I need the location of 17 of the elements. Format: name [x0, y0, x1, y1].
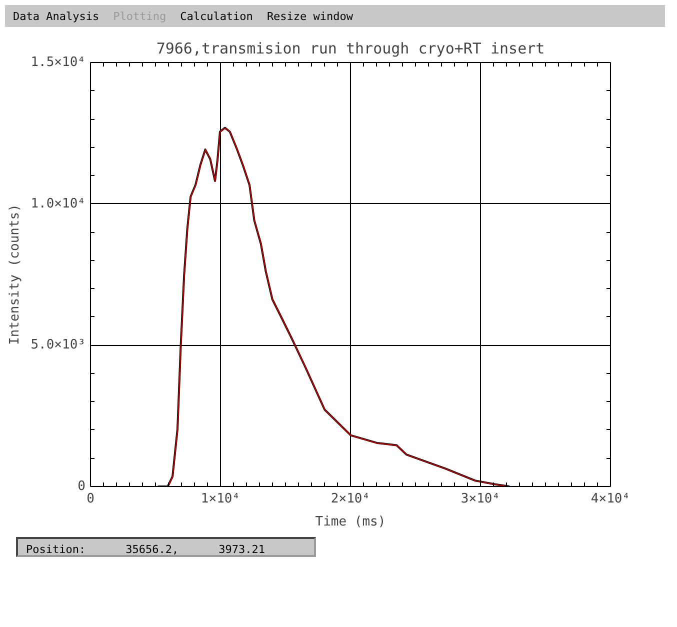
y-tick-label: 0 [78, 479, 86, 494]
text: Data Analysis [13, 10, 100, 23]
chart-title: 7966,transmision run through cryo+RT insert [156, 40, 545, 58]
text: Calculation [180, 10, 253, 23]
text: 35656.2, [126, 543, 179, 556]
y-tick-label: 1.5×10⁴ [30, 55, 86, 70]
x-tick-label: 2×10⁴ [330, 492, 370, 506]
text: Resize window [266, 10, 354, 23]
x-tick-label: 4×10⁴ [590, 492, 630, 506]
x-axis-title: Time (ms) [315, 514, 386, 530]
text: 3973.21 [218, 543, 265, 556]
x-tick-label: 1×10⁴ [200, 492, 240, 506]
text: Position: [26, 543, 86, 556]
y-tick-label: 5.0×10³ [30, 338, 86, 353]
y-axis-title: Intensity (counts) [8, 204, 23, 345]
x-tick-label: 3×10⁴ [460, 492, 500, 506]
y-tick-label: 1.0×10⁴ [30, 196, 86, 212]
